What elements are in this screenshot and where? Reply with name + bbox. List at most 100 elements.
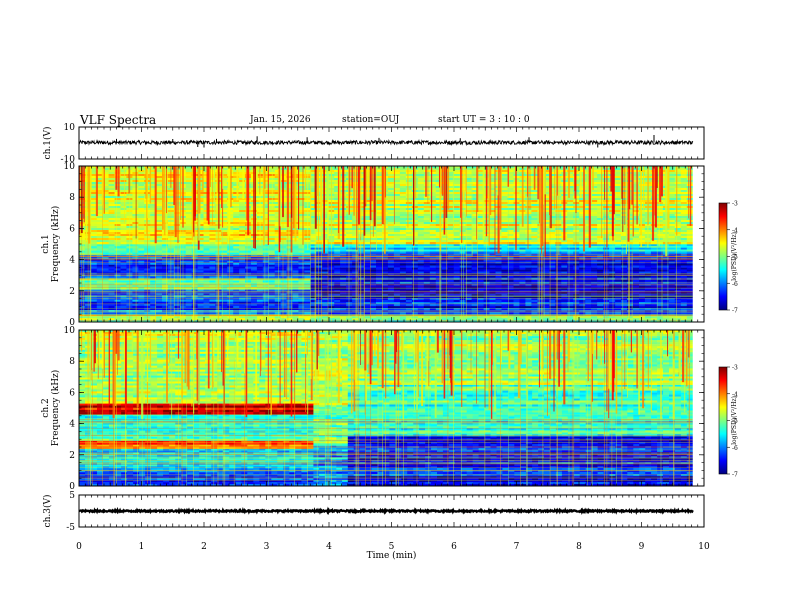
spectrogram-cell: [256, 284, 264, 288]
spectrogram-cell: [435, 279, 443, 282]
spectrogram-cell: [280, 280, 287, 283]
spectrogram-cell: [185, 186, 192, 189]
spectrogram-cell: [567, 295, 574, 299]
spectrogram-cell: [471, 318, 478, 321]
spectrogram-cell: [114, 248, 121, 251]
spectrogram-cell: [597, 320, 604, 323]
spectrogram-cell: [239, 172, 246, 175]
spectrogram-cell: [656, 295, 664, 299]
spectrogram-cell: [603, 271, 610, 274]
spectrogram-cell: [215, 242, 222, 245]
spectrogram-cell: [90, 186, 98, 189]
spectrogram-cell: [79, 320, 86, 323]
spectrogram-cell: [280, 303, 287, 307]
spectrogram-cell: [286, 308, 293, 311]
spectrogram-cell: [316, 267, 323, 270]
spectrogram-cell: [441, 295, 449, 299]
spectrogram-cell: [197, 210, 204, 213]
spectrogram-cell: [441, 287, 449, 291]
spectrogram-cell: [656, 275, 664, 278]
spectrogram-cell: [399, 271, 407, 274]
spectrogram-cell: [286, 303, 293, 307]
spectrogram-cell: [370, 314, 377, 317]
spectrogram-cell: [102, 305, 109, 309]
spectrogram-cell: [680, 271, 688, 274]
spectrogram-cell: [156, 220, 163, 223]
spectrogram-cell: [507, 320, 514, 323]
spectrogram-cell: [79, 268, 86, 271]
spectrogram-cell: [144, 301, 151, 305]
spectrogram-cell: [298, 256, 305, 260]
spectrogram-cell: [399, 295, 407, 299]
spectrogram-cell: [411, 318, 419, 321]
spectrogram-cell: [525, 295, 532, 299]
spectrogram-cell: [561, 287, 568, 291]
spectrogram-cell: [399, 269, 407, 272]
spectrogram-cell: [185, 180, 192, 183]
spectrogram-cell: [435, 259, 443, 262]
spectrogram-cell: [585, 271, 592, 274]
spectrogram-cell: [90, 312, 98, 315]
spectrogram-cell: [209, 228, 216, 231]
spectrogram-cell: [90, 242, 98, 245]
spectrogram-cell: [197, 224, 204, 227]
spectrogram-cell: [507, 277, 514, 280]
spectrogram-cell: [132, 276, 139, 279]
spectrogram-cell: [334, 267, 341, 270]
spectrogram-cell: [90, 266, 98, 269]
spectrogram-cell: [239, 204, 246, 207]
spectrogram-cell: [185, 222, 192, 225]
spectrogram-cell: [573, 318, 580, 321]
spectrogram-cell: [215, 276, 222, 279]
spectrogram-cell: [114, 262, 121, 265]
spectrogram-cell: [525, 314, 532, 317]
spectrogram-cell: [280, 242, 287, 245]
spectrogram-cell: [471, 267, 478, 270]
spectrogram-cell: [203, 270, 210, 273]
spectrogram-cell: [686, 291, 694, 295]
spectrogram-cell: [150, 206, 157, 209]
spectrogram-cell: [233, 312, 240, 315]
spectrogram-cell: [591, 316, 598, 319]
spectrogram-cell: [233, 234, 240, 237]
spectrogram-cell: [102, 180, 109, 183]
spectrogram-cell: [162, 236, 169, 239]
spectrogram-cell: [298, 303, 305, 307]
spectrogram-cell: [411, 279, 419, 282]
spectrogram-cell: [603, 320, 610, 323]
spectrogram-cell: [680, 320, 688, 323]
spectrogram-cell: [262, 314, 270, 317]
spectrogram-cell: [387, 291, 395, 295]
spectrogram-cell: [280, 266, 287, 269]
spectrogram-cell: [245, 240, 252, 243]
spectrogram-cell: [108, 232, 115, 235]
spectrogram-cell: [615, 287, 622, 291]
spectrogram-cell: [519, 269, 526, 272]
spectrogram-cell: [108, 206, 115, 209]
spectrogram-cell: [268, 320, 275, 323]
spectrogram-cell: [209, 236, 216, 239]
spectrogram-cell: [185, 232, 192, 235]
spectrogram-cell: [215, 297, 222, 300]
spectrogram-cell: [132, 202, 139, 205]
spectrogram-cell: [96, 194, 104, 197]
spectrogram-cell: [197, 246, 204, 249]
spectrogram-cell: [197, 312, 204, 315]
spectrogram-cell: [268, 308, 275, 311]
spectrogram-cell: [132, 256, 139, 260]
spectrogram-cell: [90, 172, 98, 175]
spectrogram-cell: [262, 226, 270, 229]
spectrogram-cell: [96, 216, 104, 219]
spectrogram-cell: [197, 202, 204, 205]
spectrogram-cell: [256, 293, 264, 296]
spectrogram-cell: [597, 318, 604, 321]
spectrogram-cell: [298, 244, 305, 247]
spectrogram-cell: [537, 271, 544, 274]
spectrogram-cell: [447, 287, 455, 291]
spectrogram-cell: [79, 301, 86, 305]
spectrogram-cell: [644, 269, 652, 272]
spectrogram-cell: [668, 287, 676, 291]
spectrogram-cell: [405, 314, 413, 317]
spectrogram-cell: [96, 234, 104, 237]
spectrogram-cell: [215, 266, 222, 269]
